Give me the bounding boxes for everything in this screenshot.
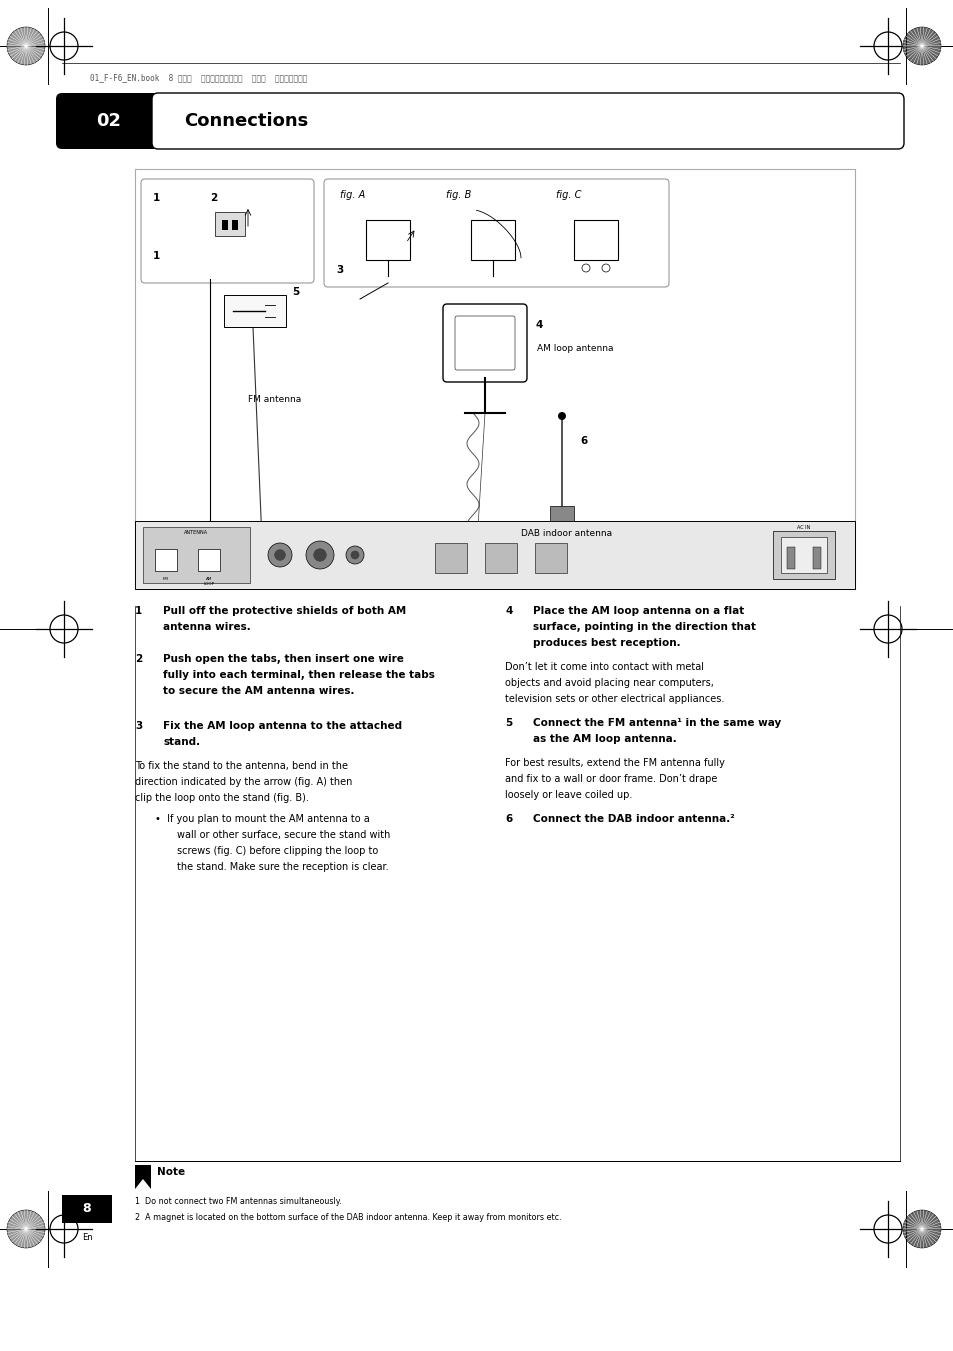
Text: surface, pointing in the direction that: surface, pointing in the direction that [533,621,755,632]
Bar [812,547,821,569]
Text: 6: 6 [579,436,587,446]
Circle shape [902,27,940,65]
Bar [135,1165,151,1189]
Text: En: En [82,1233,92,1242]
Bar [550,507,574,521]
Text: Note: Note [157,1167,185,1177]
Circle shape [902,1210,940,1248]
Text: 5: 5 [504,717,512,728]
Circle shape [558,412,565,420]
Bar [772,531,834,580]
Text: FM: FM [163,577,169,581]
Bar [222,220,228,230]
Circle shape [314,549,326,561]
Text: produces best reception.: produces best reception. [533,638,679,648]
Text: objects and avoid placing near computers,: objects and avoid placing near computers… [504,678,713,688]
Text: To fix the stand to the antenna, bend in the: To fix the stand to the antenna, bend in… [135,761,348,771]
Text: 2: 2 [135,654,142,663]
Circle shape [351,551,358,559]
Bar [214,212,245,236]
Text: 1: 1 [135,607,142,616]
Text: 2  A magnet is located on the bottom surface of the DAB indoor antenna. Keep it : 2 A magnet is located on the bottom surf… [135,1213,561,1223]
Text: 1  Do not connect two FM antennas simultaneously.: 1 Do not connect two FM antennas simulta… [135,1197,341,1206]
Text: ANTENNA: ANTENNA [184,531,209,535]
Text: direction indicated by the arrow (​fig. A) then: direction indicated by the arrow (​fig. … [135,777,352,788]
Text: antenna wires.: antenna wires. [163,621,251,632]
Text: Place the AM loop antenna on a flat: Place the AM loop antenna on a flat [533,607,743,616]
Circle shape [274,550,285,561]
Text: AM
LOOP: AM LOOP [203,577,214,585]
FancyBboxPatch shape [152,93,903,149]
Text: FM antenna: FM antenna [248,394,301,404]
Text: Connect the DAB indoor antenna.²: Connect the DAB indoor antenna.² [533,815,734,824]
Text: 6: 6 [504,815,512,824]
Text: as the AM loop antenna.: as the AM loop antenna. [533,734,676,744]
Text: clip the loop onto the stand (​fig. B).: clip the loop onto the stand (​fig. B). [135,793,309,804]
Text: For best results, extend the FM antenna fully: For best results, extend the FM antenna … [504,758,724,767]
Bar [781,536,826,573]
Bar [232,220,237,230]
Bar [484,543,517,573]
Text: Connections: Connections [184,112,308,130]
Circle shape [306,540,334,569]
Text: to secure the AM antenna wires.: to secure the AM antenna wires. [163,686,355,696]
Bar [471,220,515,259]
Text: 01_F-F6_EN.book  8 ページ  ２００７年９月３日  月曜日  午後１時５８分: 01_F-F6_EN.book 8 ページ ２００７年９月３日 月曜日 午後１時… [90,73,307,82]
Text: 4: 4 [504,607,512,616]
Text: and fix to a wall or door frame. Don’t drape: and fix to a wall or door frame. Don’t d… [504,774,717,784]
Text: 5: 5 [292,286,299,297]
Text: the stand. Make sure the reception is clear.: the stand. Make sure the reception is cl… [177,862,388,871]
Text: AM loop antenna: AM loop antenna [537,343,613,353]
Text: 3: 3 [335,265,343,276]
Text: wall or other surface, secure the stand with: wall or other surface, secure the stand … [177,830,390,840]
Text: 3: 3 [135,721,142,731]
Text: DAB indoor antenna: DAB indoor antenna [521,530,612,539]
Bar [224,295,286,327]
Text: 1: 1 [152,251,160,261]
Text: 8: 8 [83,1202,91,1216]
Bar [786,547,794,569]
Bar [574,220,618,259]
Text: •  If you plan to mount the AM antenna to a: • If you plan to mount the AM antenna to… [154,815,370,824]
Text: television sets or other electrical appliances.: television sets or other electrical appl… [504,694,723,704]
Text: AC IN: AC IN [797,526,810,530]
Text: loosely or leave coiled up.: loosely or leave coiled up. [504,790,632,800]
Bar [435,543,467,573]
Bar [135,521,854,589]
Text: fig. C: fig. C [556,190,580,200]
Circle shape [7,27,45,65]
Text: 1: 1 [152,193,160,203]
Bar [143,527,250,584]
Text: fig. A: fig. A [339,190,365,200]
Text: fig. B: fig. B [446,190,471,200]
Bar [366,220,410,259]
Text: fully into each terminal, then release the tabs: fully into each terminal, then release t… [163,670,435,680]
Text: screws (​fig. C) before clipping the loop to: screws (​fig. C) before clipping the loo… [177,846,377,857]
Polygon shape [135,1179,151,1189]
Circle shape [346,546,364,563]
FancyBboxPatch shape [56,93,162,149]
Bar [154,549,177,571]
Circle shape [268,543,292,567]
Bar [62,1196,112,1223]
Text: stand.: stand. [163,738,200,747]
Text: Don’t let it come into contact with metal: Don’t let it come into contact with meta… [504,662,703,671]
Text: 02: 02 [96,112,121,130]
Text: Pull off the protective shields of both AM: Pull off the protective shields of both … [163,607,406,616]
Text: Connect the FM antenna¹ in the same way: Connect the FM antenna¹ in the same way [533,717,781,728]
Bar [198,549,220,571]
Bar [135,169,854,589]
Text: Push open the tabs, then insert one wire: Push open the tabs, then insert one wire [163,654,403,663]
Circle shape [7,1210,45,1248]
Text: 4: 4 [535,320,542,330]
Bar [535,543,566,573]
Text: 2: 2 [210,193,217,203]
Text: Fix the AM loop antenna to the attached: Fix the AM loop antenna to the attached [163,721,402,731]
